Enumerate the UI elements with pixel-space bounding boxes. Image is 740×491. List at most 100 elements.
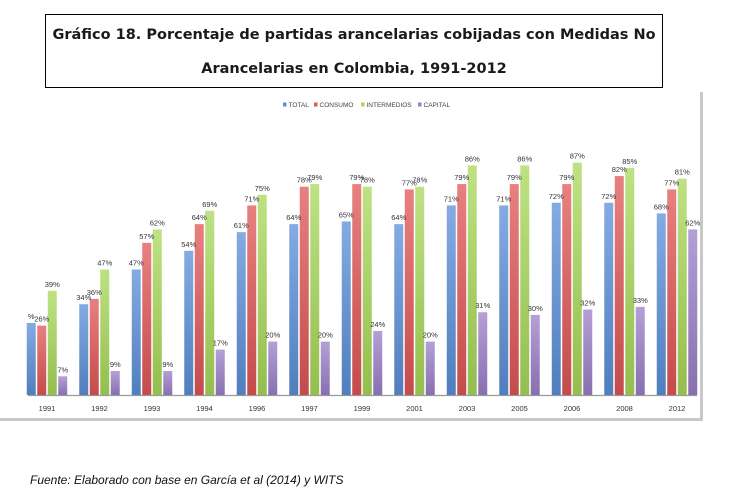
bar-total-1996 — [236, 232, 246, 395]
bar-total-2001 — [394, 224, 404, 395]
data-label-consumo-1994: 64% — [192, 213, 207, 222]
data-label-intermedios-2005: 86% — [517, 154, 532, 163]
data-label-total-1996: 61% — [234, 221, 249, 230]
bar-intermedios-1997 — [310, 184, 320, 395]
legend-swatch — [283, 102, 287, 107]
bar-consumo-1997 — [299, 186, 309, 395]
bar-capital-1992 — [110, 370, 120, 395]
data-label-intermedios-2001: 78% — [412, 176, 427, 185]
data-label-consumo-1993: 57% — [139, 232, 154, 241]
data-label-capital-2001: 20% — [423, 331, 438, 340]
legend-swatch — [314, 102, 318, 107]
bar-capital-1994 — [215, 349, 225, 395]
x-tick-label: 1999 — [354, 404, 371, 413]
bar-consumo-2012 — [667, 189, 677, 395]
x-tick-label: 1997 — [301, 404, 318, 413]
data-label-intermedios-1993: 62% — [150, 218, 165, 227]
bar-intermedios-2005 — [520, 165, 530, 395]
x-tick-label: 1992 — [91, 404, 108, 413]
data-label-consumo-2001: 77% — [402, 178, 417, 187]
bar-intermedios-2012 — [677, 178, 687, 395]
bar-intermedios-1993 — [152, 229, 162, 395]
source-note: Fuente: Elaborado con base en García et … — [30, 473, 344, 487]
data-label-capital-1991: 7% — [57, 365, 68, 374]
x-tick-label: 2012 — [669, 404, 686, 413]
x-tick-label: 1996 — [249, 404, 266, 413]
data-label-consumo-1992: 36% — [87, 288, 102, 297]
bar-consumo-2006 — [562, 184, 572, 395]
legend-item-consumo: CONSUMO — [314, 102, 353, 109]
data-label-total-1994: 54% — [181, 240, 196, 249]
data-label-consumo-1997: 78% — [297, 176, 312, 185]
data-label-intermedios-1997: 79% — [307, 173, 322, 182]
data-label-capital-2003: 31% — [475, 301, 490, 310]
bar-intermedios-2008 — [625, 168, 635, 395]
x-tick-label: 2001 — [406, 404, 423, 413]
data-label-consumo-1991: 26% — [34, 315, 49, 324]
bar-capital-2008 — [635, 306, 645, 395]
data-label-consumo-2012: 77% — [664, 178, 679, 187]
bar-intermedios-2001 — [415, 186, 425, 395]
data-label-total-2003: 71% — [444, 194, 459, 203]
bar-total-2012 — [656, 213, 666, 395]
bar-consumo-2003 — [457, 184, 467, 395]
legend-swatch — [361, 102, 365, 107]
bar-capital-1996 — [268, 341, 278, 395]
bar-consumo-2008 — [614, 176, 624, 395]
bar-intermedios-2006 — [572, 162, 582, 395]
data-label-intermedios-2008: 85% — [622, 157, 637, 166]
data-label-total-2008: 72% — [601, 192, 616, 201]
chart-frame — [0, 92, 703, 421]
data-label-capital-2006: 32% — [580, 299, 595, 308]
bar-total-2008 — [604, 202, 614, 395]
bar-total-1993 — [131, 269, 141, 395]
bar-capital-1991 — [58, 376, 68, 395]
x-tick-label: 1994 — [196, 404, 213, 413]
bars-layer — [26, 162, 698, 395]
bar-intermedios-1992 — [100, 269, 110, 395]
bar-capital-2001 — [425, 341, 435, 395]
data-label-capital-2012: 62% — [685, 218, 700, 227]
legend-label: INTERMEDIOS — [367, 102, 413, 109]
legend-item-intermedios: INTERMEDIOS — [361, 102, 412, 109]
data-label-intermedios-1991: 39% — [45, 280, 60, 289]
bar-intermedios-2003 — [467, 165, 477, 395]
x-tick-label: 2006 — [564, 404, 581, 413]
data-label-capital-1993: 9% — [162, 360, 173, 369]
data-label-total-2012: 68% — [654, 202, 669, 211]
bar-consumo-1994 — [194, 224, 204, 395]
bar-intermedios-1991 — [47, 290, 57, 395]
bar-consumo-2001 — [404, 189, 414, 395]
data-labels-layer: % 26% 39% 7% 34%36% 47% 9% 47% 57% 62% 9% 54% 64% 69%… — [28, 152, 701, 375]
bar-chart: TOTAL CONSUMO INTERMEDIOS CAPITAL % 26% 39% 7%… — [26, 102, 701, 413]
data-label-consumo-1999: 79% — [349, 173, 364, 182]
data-label-total-1992: 34% — [76, 293, 91, 302]
data-label-intermedios-1994: 69% — [202, 200, 217, 209]
legend-label: TOTAL — [289, 102, 310, 109]
bar-consumo-1996 — [247, 205, 257, 395]
data-label-total-1997: 64% — [286, 213, 301, 222]
bar-intermedios-1996 — [257, 194, 267, 395]
bar-total-1994 — [184, 250, 194, 395]
bar-total-1999 — [341, 221, 351, 395]
bar-capital-1999 — [373, 330, 383, 395]
x-tick-label: 2003 — [459, 404, 476, 413]
bar-capital-2003 — [478, 312, 488, 395]
bar-consumo-1991 — [37, 325, 47, 395]
bar-total-1997 — [289, 224, 299, 395]
bar-capital-2006 — [583, 309, 593, 395]
data-label-total-1993: 47% — [129, 259, 144, 268]
x-tick-label: 2008 — [616, 404, 633, 413]
bar-intermedios-1994 — [205, 210, 215, 395]
data-label-total-2005: 71% — [496, 194, 511, 203]
data-label-consumo-1996: 71% — [244, 194, 259, 203]
legend-item-capital: CAPITAL — [418, 102, 450, 109]
legend-swatch — [418, 102, 422, 107]
bar-total-1992 — [79, 304, 89, 395]
bar-total-1991 — [26, 322, 36, 395]
chart-title-box: Gráfico 18. Porcentaje de partidas aranc… — [45, 14, 663, 88]
data-label-intermedios-2012: 81% — [675, 168, 690, 177]
bar-consumo-1999 — [352, 184, 362, 395]
legend-item-total: TOTAL — [283, 102, 309, 109]
data-label-capital-1999: 24% — [370, 320, 385, 329]
